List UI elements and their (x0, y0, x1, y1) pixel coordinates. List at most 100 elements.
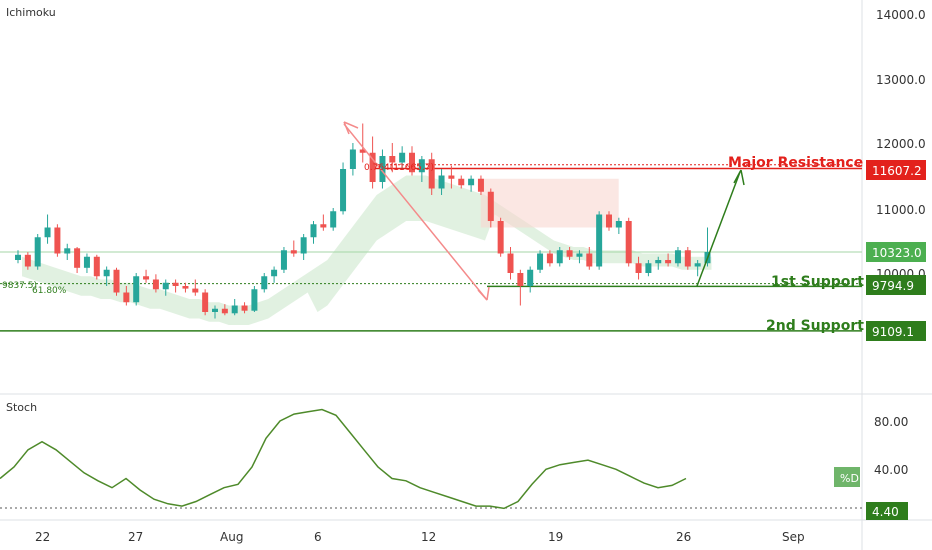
candle-body (468, 178, 475, 186)
candle-body (143, 276, 150, 280)
time-tick: 12 (421, 530, 436, 544)
candle-body (83, 256, 90, 268)
candle-body (537, 253, 544, 270)
price-tag-second-support: 9109.1 (866, 321, 926, 341)
candle-body (192, 288, 199, 293)
price-tag-text: 9794.9 (872, 279, 914, 293)
projection-arrow-head (733, 169, 745, 186)
cloud-bearish-area (480, 178, 619, 228)
major-resistance-label: Major Resistance (728, 155, 863, 171)
time-tick: 19 (548, 530, 563, 544)
price-tick: 12000.0 (876, 137, 926, 151)
stoch-d-line (0, 408, 687, 510)
stoch-value-text: 4.40 (872, 505, 899, 519)
candle-body (251, 289, 258, 311)
candle-body (290, 250, 297, 254)
candle-body (261, 276, 268, 290)
price-tag-text: 11607.2 (872, 164, 922, 178)
candle-body (635, 263, 642, 273)
candle-body (349, 149, 356, 169)
candle-body (280, 250, 287, 270)
candle-body (162, 282, 169, 290)
projection-arrow-line (696, 171, 741, 287)
time-tick: 6 (314, 530, 322, 544)
candle-body (271, 269, 278, 277)
ichimoku-cloud (22, 175, 712, 325)
price-tag-first-support: 9794.9 (866, 275, 926, 295)
candle-body (133, 276, 140, 303)
time-tick: 26 (676, 530, 691, 544)
candle-body (152, 279, 159, 290)
candle-body (74, 248, 81, 268)
candle-body (241, 305, 248, 311)
candle-body (369, 152, 376, 182)
candle-body (438, 175, 445, 189)
candle-body (527, 269, 534, 286)
chart-drawings (343, 121, 745, 301)
candle-body (694, 263, 701, 267)
candle-body (566, 250, 573, 257)
candle-body (221, 308, 228, 314)
candle-body (596, 214, 603, 267)
candle-body (399, 152, 406, 163)
candle-body (615, 221, 622, 228)
stoch-d-badge: %D (834, 467, 860, 487)
downtrend-arrow-tail (477, 286, 490, 301)
price-tick: 14000.0 (876, 8, 926, 22)
candle-body (546, 253, 553, 264)
candle-body (586, 253, 593, 267)
candle-body (172, 282, 179, 286)
candle-body (665, 260, 672, 264)
candle-body (103, 269, 110, 277)
candle-body (15, 254, 21, 260)
candle-body (625, 221, 632, 264)
candle-body (458, 178, 465, 186)
stoch-value-tag: 4.40 (866, 502, 908, 520)
candle-body (24, 254, 31, 267)
candle-body (330, 211, 337, 228)
candle-body (310, 224, 317, 238)
stoch-d-label: %D (840, 472, 859, 485)
candle-body (477, 178, 484, 192)
indicator-label: Ichimoku (6, 6, 56, 19)
price-tag-text: 9109.1 (872, 325, 914, 339)
candle-body (655, 260, 662, 264)
candle-body (606, 214, 612, 228)
candle-body (576, 253, 583, 257)
downtrend-arrow-head (343, 121, 359, 135)
candle-body (379, 156, 386, 182)
candle-body (123, 292, 130, 303)
fib-bottom-ratio-label: 61.80% (32, 286, 67, 296)
candle-body (674, 250, 681, 264)
candle-body (340, 169, 347, 212)
candle-body (320, 224, 327, 228)
candle-body (34, 237, 41, 267)
candle-body (517, 273, 524, 286)
cloud-area (22, 175, 712, 325)
candle-body (202, 292, 209, 312)
candle-body (182, 286, 189, 289)
candle-body (684, 250, 691, 267)
candle-body (231, 305, 238, 314)
candle-body (497, 221, 504, 254)
stoch-tick: 40.00 (874, 463, 908, 477)
stochastic-series (0, 408, 862, 510)
price-tag-text: 10323.0 (872, 246, 922, 260)
candle-body (359, 149, 366, 153)
candle-body (487, 191, 494, 221)
candle-body (507, 253, 514, 273)
candle-body (418, 159, 425, 173)
stoch-tick: 80.00 (874, 415, 908, 429)
candle-body (113, 269, 120, 293)
candle-body (44, 227, 51, 238)
time-tick: Sep (782, 530, 805, 544)
time-tick: Aug (220, 530, 243, 544)
candle-body (645, 263, 652, 273)
fib-bottom-value-label: 9837.5) (2, 281, 37, 291)
price-tag-resistance: 11607.2 (866, 160, 926, 180)
support-resistance-lines (0, 164, 862, 332)
candle-body (93, 256, 100, 277)
candlestick-series (15, 123, 711, 319)
price-tag-current: 10323.0 (866, 242, 926, 262)
